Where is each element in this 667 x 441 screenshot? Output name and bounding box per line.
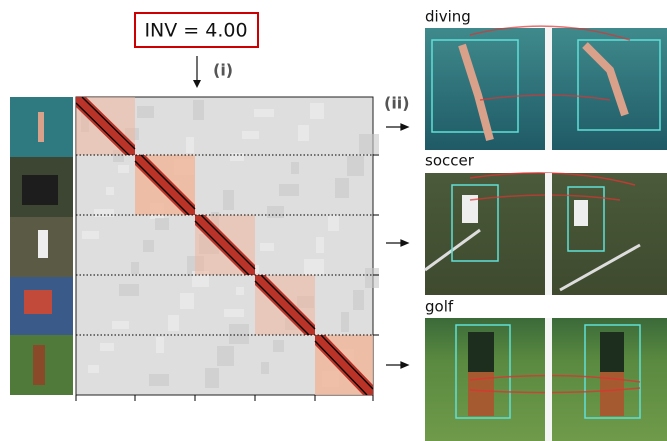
texture: [279, 184, 299, 196]
texture: [82, 231, 99, 239]
texture: [100, 343, 114, 351]
texture: [223, 190, 234, 210]
texture: [260, 243, 274, 251]
texture: [359, 134, 379, 154]
texture: [242, 131, 259, 139]
texture: [193, 100, 204, 120]
texture: [328, 215, 339, 231]
formula: INV = 4.00: [144, 20, 247, 42]
step-label: (i): [213, 61, 233, 80]
texture: [298, 125, 309, 141]
texture: [205, 368, 219, 388]
panel-label: golf: [425, 298, 454, 316]
panel-images: [425, 26, 667, 150]
texture: [310, 103, 324, 119]
texture: [88, 365, 99, 373]
texture: [230, 153, 244, 161]
panel-arrows: [386, 124, 408, 368]
texture: [186, 137, 194, 153]
figure: INV = 4.00 (i) (ii) diving so: [0, 0, 667, 441]
texture: [353, 290, 364, 310]
texture: [341, 312, 349, 332]
texture: [365, 268, 379, 288]
texture: [106, 187, 114, 195]
texture: [229, 324, 249, 344]
texture: [267, 206, 284, 218]
panel-label: soccer: [425, 152, 475, 170]
panel-images: [425, 173, 667, 295]
texture: [155, 218, 169, 230]
texture: [335, 178, 349, 198]
texture: [347, 156, 364, 176]
arrow-head: [193, 80, 201, 88]
texture: [254, 109, 274, 117]
texture: [304, 259, 324, 275]
texture: [217, 346, 234, 366]
thumbnails: [10, 97, 73, 395]
texture: [137, 106, 154, 118]
similarity-matrix: [76, 97, 379, 395]
texture: [168, 315, 179, 331]
panel-images: [425, 318, 667, 441]
texture: [143, 240, 154, 252]
texture: [261, 362, 269, 374]
texture: [180, 293, 194, 309]
texture: [131, 262, 139, 274]
texture: [156, 337, 164, 353]
texture: [118, 165, 129, 173]
texture: [149, 374, 169, 386]
texture: [224, 309, 244, 317]
texture: [316, 237, 324, 253]
panel-label: diving: [425, 8, 471, 26]
texture: [236, 287, 244, 295]
texture: [291, 162, 299, 174]
texture: [273, 340, 284, 352]
texture: [119, 284, 139, 296]
texture: [94, 209, 114, 217]
texture: [112, 321, 129, 329]
step-label: (ii): [384, 94, 410, 113]
